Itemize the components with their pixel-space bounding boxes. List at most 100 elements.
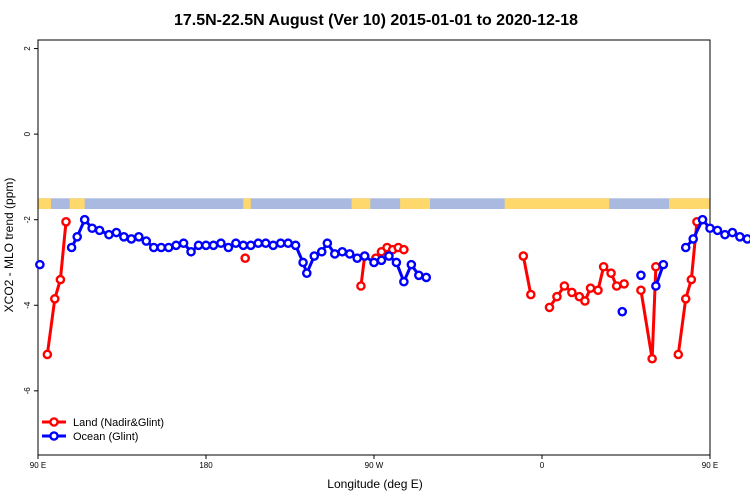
x-tick-label: 0 bbox=[540, 461, 545, 470]
data-point bbox=[238, 240, 249, 251]
data-point bbox=[133, 232, 144, 242]
data-point bbox=[260, 238, 271, 249]
data-point bbox=[337, 246, 348, 257]
data-point bbox=[94, 225, 105, 236]
data-point bbox=[567, 287, 577, 298]
land-band bbox=[668, 198, 710, 209]
y-tick-label: 0 bbox=[23, 131, 32, 136]
data-point bbox=[636, 285, 646, 296]
data-point bbox=[356, 281, 366, 291]
series-line bbox=[45, 221, 68, 355]
data-point bbox=[680, 294, 691, 304]
data-point bbox=[376, 255, 387, 266]
series-line bbox=[359, 255, 367, 287]
data-point bbox=[87, 223, 97, 234]
x-tick-label: 90 E bbox=[30, 461, 46, 470]
series-line bbox=[639, 266, 658, 361]
y-tick-label: -6 bbox=[23, 387, 32, 395]
data-point bbox=[111, 227, 122, 238]
legend-marker bbox=[49, 431, 59, 441]
data-point bbox=[680, 242, 691, 253]
x-tick-label: 90 W bbox=[365, 461, 384, 470]
data-point bbox=[742, 234, 750, 244]
data-point bbox=[369, 257, 379, 268]
data-point bbox=[216, 238, 226, 249]
data-point bbox=[208, 240, 219, 251]
series-line bbox=[521, 255, 533, 295]
x-axis-label: Longitude (deg E) bbox=[327, 477, 422, 491]
series-land bbox=[42, 217, 702, 364]
data-point bbox=[119, 232, 129, 242]
data-point bbox=[712, 225, 723, 236]
legend-label: Ocean (Glint) bbox=[73, 431, 138, 443]
data-point bbox=[316, 246, 327, 257]
data-point bbox=[688, 234, 699, 244]
data-point bbox=[193, 240, 204, 251]
data-point bbox=[697, 214, 708, 225]
land-band bbox=[400, 198, 430, 209]
data-point bbox=[619, 279, 629, 289]
data-point bbox=[617, 306, 628, 317]
y-tick-label: -2 bbox=[23, 216, 32, 224]
ocean-band bbox=[38, 198, 710, 209]
data-point bbox=[79, 214, 90, 225]
land-band bbox=[351, 198, 371, 209]
data-point bbox=[298, 257, 308, 268]
data-point bbox=[329, 249, 340, 259]
data-point bbox=[72, 232, 82, 242]
data-point bbox=[352, 253, 363, 263]
data-point bbox=[526, 289, 536, 300]
data-point bbox=[598, 261, 609, 272]
data-point bbox=[275, 238, 286, 249]
y-axis-label: XCO2 - MLO trend (ppm) bbox=[2, 178, 16, 313]
x-axis: 90 E 180 90 W 0 90 E bbox=[30, 455, 718, 470]
data-point bbox=[253, 238, 264, 249]
data-point bbox=[658, 259, 669, 270]
data-point bbox=[518, 251, 529, 261]
data-point bbox=[606, 268, 616, 278]
land-band bbox=[504, 198, 610, 209]
data-point bbox=[559, 281, 570, 291]
data-point bbox=[413, 270, 424, 281]
data-point bbox=[611, 281, 622, 291]
data-point bbox=[148, 242, 159, 253]
plot-frame bbox=[37, 39, 711, 456]
data-point bbox=[544, 302, 555, 313]
land-ocean-strip bbox=[38, 198, 710, 209]
data-point bbox=[651, 261, 661, 272]
data-point bbox=[35, 259, 45, 270]
data-point bbox=[399, 244, 409, 255]
data-point bbox=[171, 240, 181, 251]
series-layer bbox=[35, 214, 750, 364]
data-point bbox=[705, 223, 715, 234]
data-point bbox=[359, 251, 370, 261]
data-point bbox=[201, 240, 211, 251]
data-point bbox=[223, 242, 234, 253]
data-point bbox=[421, 272, 432, 283]
plot-border bbox=[37, 39, 711, 456]
data-point bbox=[552, 291, 562, 302]
data-point bbox=[186, 246, 196, 257]
y-tick-label: -4 bbox=[23, 301, 32, 309]
data-point bbox=[245, 240, 256, 251]
data-point bbox=[647, 353, 657, 364]
data-point bbox=[322, 238, 333, 249]
data-point bbox=[686, 274, 697, 285]
data-point bbox=[61, 217, 71, 227]
data-point bbox=[406, 259, 417, 270]
land-band bbox=[243, 198, 251, 209]
series-line bbox=[676, 221, 699, 355]
data-point bbox=[231, 238, 241, 249]
data-point bbox=[673, 349, 684, 360]
data-point bbox=[283, 238, 293, 249]
data-point bbox=[126, 234, 137, 244]
data-point bbox=[50, 294, 60, 304]
data-point bbox=[268, 240, 279, 251]
data-point bbox=[240, 253, 250, 263]
series-line bbox=[70, 218, 427, 284]
data-point bbox=[141, 236, 152, 246]
land-band bbox=[38, 198, 52, 209]
data-point bbox=[301, 268, 312, 278]
x-tick-label: 90 E bbox=[702, 461, 718, 470]
